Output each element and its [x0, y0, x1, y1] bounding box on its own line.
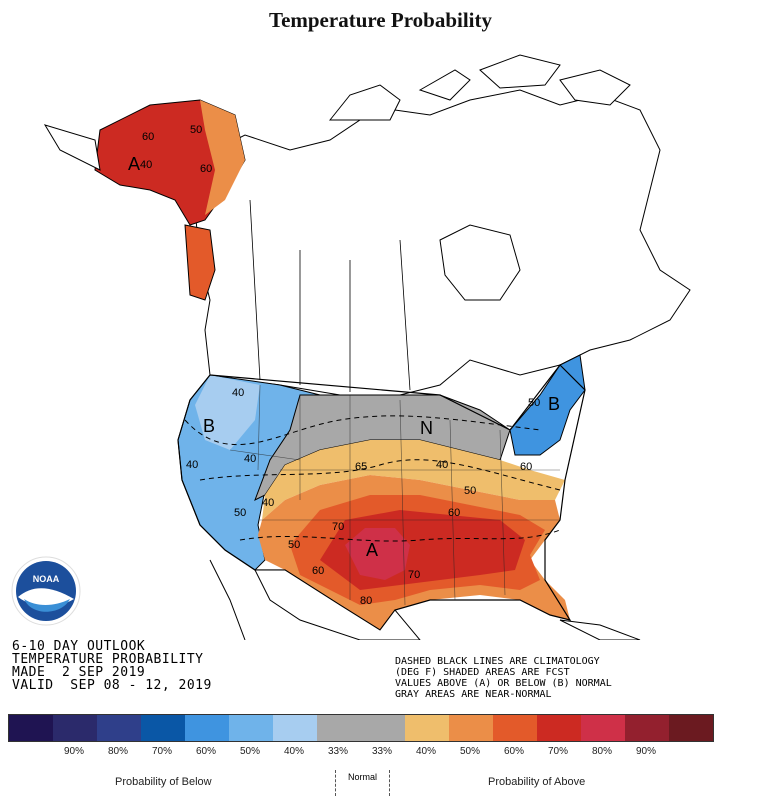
northeast-letter: B — [548, 394, 560, 414]
contour-label: 40 — [244, 453, 256, 465]
contour-label: 60 — [312, 565, 324, 577]
contour-label: 50 — [528, 397, 540, 409]
legend-above-caption: Probability of Above — [488, 776, 586, 788]
contour-label: 60 — [142, 131, 154, 143]
contour-label: 40 — [232, 387, 244, 399]
legend-normal-text: Normal — [347, 772, 377, 782]
hudson-bay — [439, 224, 521, 301]
outlook-info: 6-10 DAY OUTLOOK TEMPERATURE PROBABILITY… — [12, 640, 212, 692]
legend-swatch — [581, 715, 625, 741]
contour-label: 80 — [360, 595, 372, 607]
note-line: VALUES ABOVE (A) OR BELOW (B) NORMAL — [395, 678, 612, 689]
legend-label: 40% — [283, 746, 304, 757]
noaa-logo-text: NOAA — [33, 574, 60, 584]
legend-swatch — [141, 715, 185, 741]
west-letter: B — [203, 416, 215, 436]
contour-label: 40 — [140, 159, 152, 171]
legend-normal-caption: Normal — [335, 770, 390, 796]
legend-swatch — [493, 715, 537, 741]
note-line: GRAY AREAS ARE NEAR-NORMAL — [395, 689, 552, 700]
legend-swatch — [449, 715, 493, 741]
legend-label: 40% — [415, 746, 436, 757]
above-40-region — [262, 440, 565, 520]
probability-legend — [8, 714, 714, 742]
southcentral-letter: A — [366, 540, 378, 560]
legend-label: 90% — [63, 746, 84, 757]
contour-label: 70 — [408, 569, 420, 581]
legend-label: 60% — [503, 746, 524, 757]
contour-label: 60 — [200, 163, 212, 175]
contour-label: 50 — [234, 507, 246, 519]
contour-label: 65 — [355, 461, 367, 473]
alaska-letter: A — [128, 154, 140, 174]
note-line: (DEG F) SHADED AREAS ARE FCST — [395, 667, 570, 678]
note-line: DASHED BLACK LINES ARE CLIMATOLOGY — [395, 656, 600, 667]
temperature-probability-map: A B B N A 40 60 50 60 40 40 50 40 65 40 … — [43, 54, 691, 640]
contour-label: 40 — [262, 497, 274, 509]
contour-label: 50 — [288, 539, 300, 551]
legend-swatch — [537, 715, 581, 741]
legend-labels: 90% 80% 70% 60% 50% 40% 33% 33% 40% 50% 60% 70% 80% 9… — [8, 746, 712, 757]
legend-label: 80% — [591, 746, 612, 757]
legend-swatch — [97, 715, 141, 741]
contour-label: 40 — [436, 459, 448, 471]
map-note: DASHED BLACK LINES ARE CLIMATOLOGY (DEG … — [395, 656, 612, 700]
northeast-below-region — [509, 354, 586, 456]
contour-labels: 40 60 50 60 40 40 50 40 65 40 50 50 60 5… — [140, 124, 540, 607]
legend-label: 70% — [151, 746, 172, 757]
legend-label: 80% — [107, 746, 128, 757]
noaa-logo: NOAA — [11, 556, 81, 626]
legend-label: 70% — [547, 746, 568, 757]
arctic-islands — [328, 54, 631, 121]
legend-label: 33% — [371, 746, 392, 757]
info-line: TEMPERATURE PROBABILITY — [12, 652, 204, 667]
legend-swatch — [361, 715, 405, 741]
contour-label: 70 — [332, 521, 344, 533]
contour-label: 60 — [448, 507, 460, 519]
legend-label: 50% — [239, 746, 260, 757]
contour-label: 60 — [520, 461, 532, 473]
contour-label: 40 — [186, 459, 198, 471]
contour-label: 50 — [190, 124, 202, 136]
legend-swatch — [405, 715, 449, 741]
legend-below-caption: Probability of Below — [115, 776, 212, 788]
info-line: MADE 2 SEP 2019 — [12, 665, 146, 680]
legend-label: 60% — [195, 746, 216, 757]
legend-swatch — [273, 715, 317, 741]
legend-swatch — [9, 715, 53, 741]
info-line: VALID SEP 08 - 12, 2019 — [12, 678, 212, 693]
legend-swatch — [317, 715, 361, 741]
legend-label: 90% — [635, 746, 656, 757]
contour-label: 50 — [464, 485, 476, 497]
legend-swatch — [625, 715, 669, 741]
map-title: Temperature Probability — [268, 8, 493, 32]
legend-swatch — [229, 715, 273, 741]
legend-swatch — [669, 715, 713, 741]
mexico-land — [254, 569, 421, 640]
legend-label: 50% — [459, 746, 480, 757]
greatlakes-letter: N — [420, 418, 433, 438]
legend-swatch — [53, 715, 97, 741]
info-line: 6-10 DAY OUTLOOK — [12, 639, 146, 654]
legend-swatch — [185, 715, 229, 741]
legend-label: 33% — [327, 746, 348, 757]
